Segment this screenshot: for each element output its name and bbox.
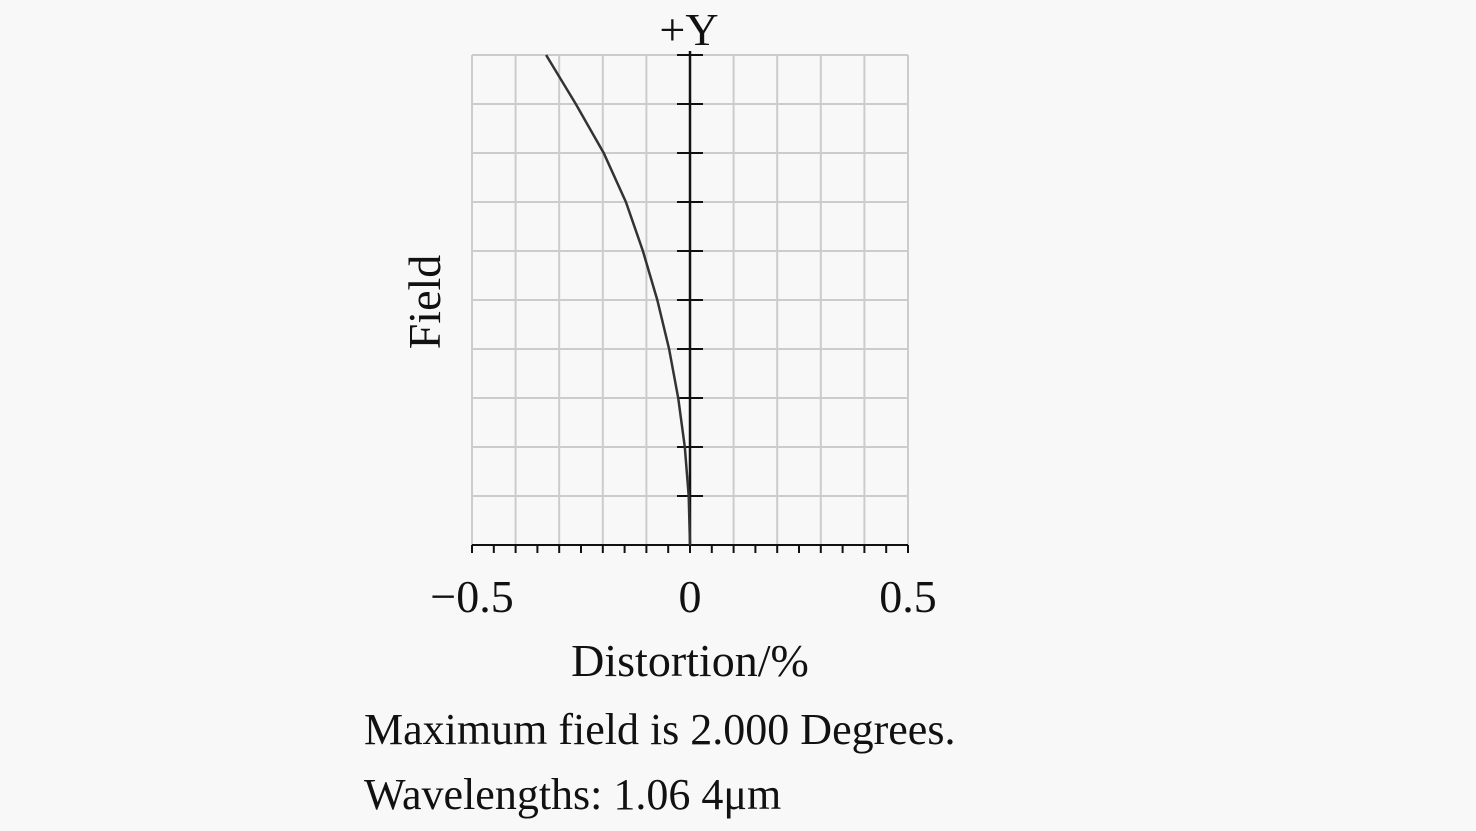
max-field-note: Maximum field is 2.000 Degrees. <box>364 705 956 754</box>
y-axis-label: Field <box>399 255 450 350</box>
series-layer <box>545 54 692 546</box>
wavelength-note: Wavelengths: 1.06 4μm <box>364 770 782 819</box>
axes <box>471 51 909 553</box>
x-tick-label: −0.5 <box>430 571 513 622</box>
x-tick-label: 0.5 <box>879 571 937 622</box>
y-axis-top-label: +Y <box>659 4 718 55</box>
x-tick-label: 0 <box>679 571 702 622</box>
distortion-curve <box>545 54 692 546</box>
x-axis-label: Distortion/% <box>571 635 809 686</box>
axis-labels: +Y Field Distortion/% −0.5 0 0.5 <box>399 4 937 686</box>
